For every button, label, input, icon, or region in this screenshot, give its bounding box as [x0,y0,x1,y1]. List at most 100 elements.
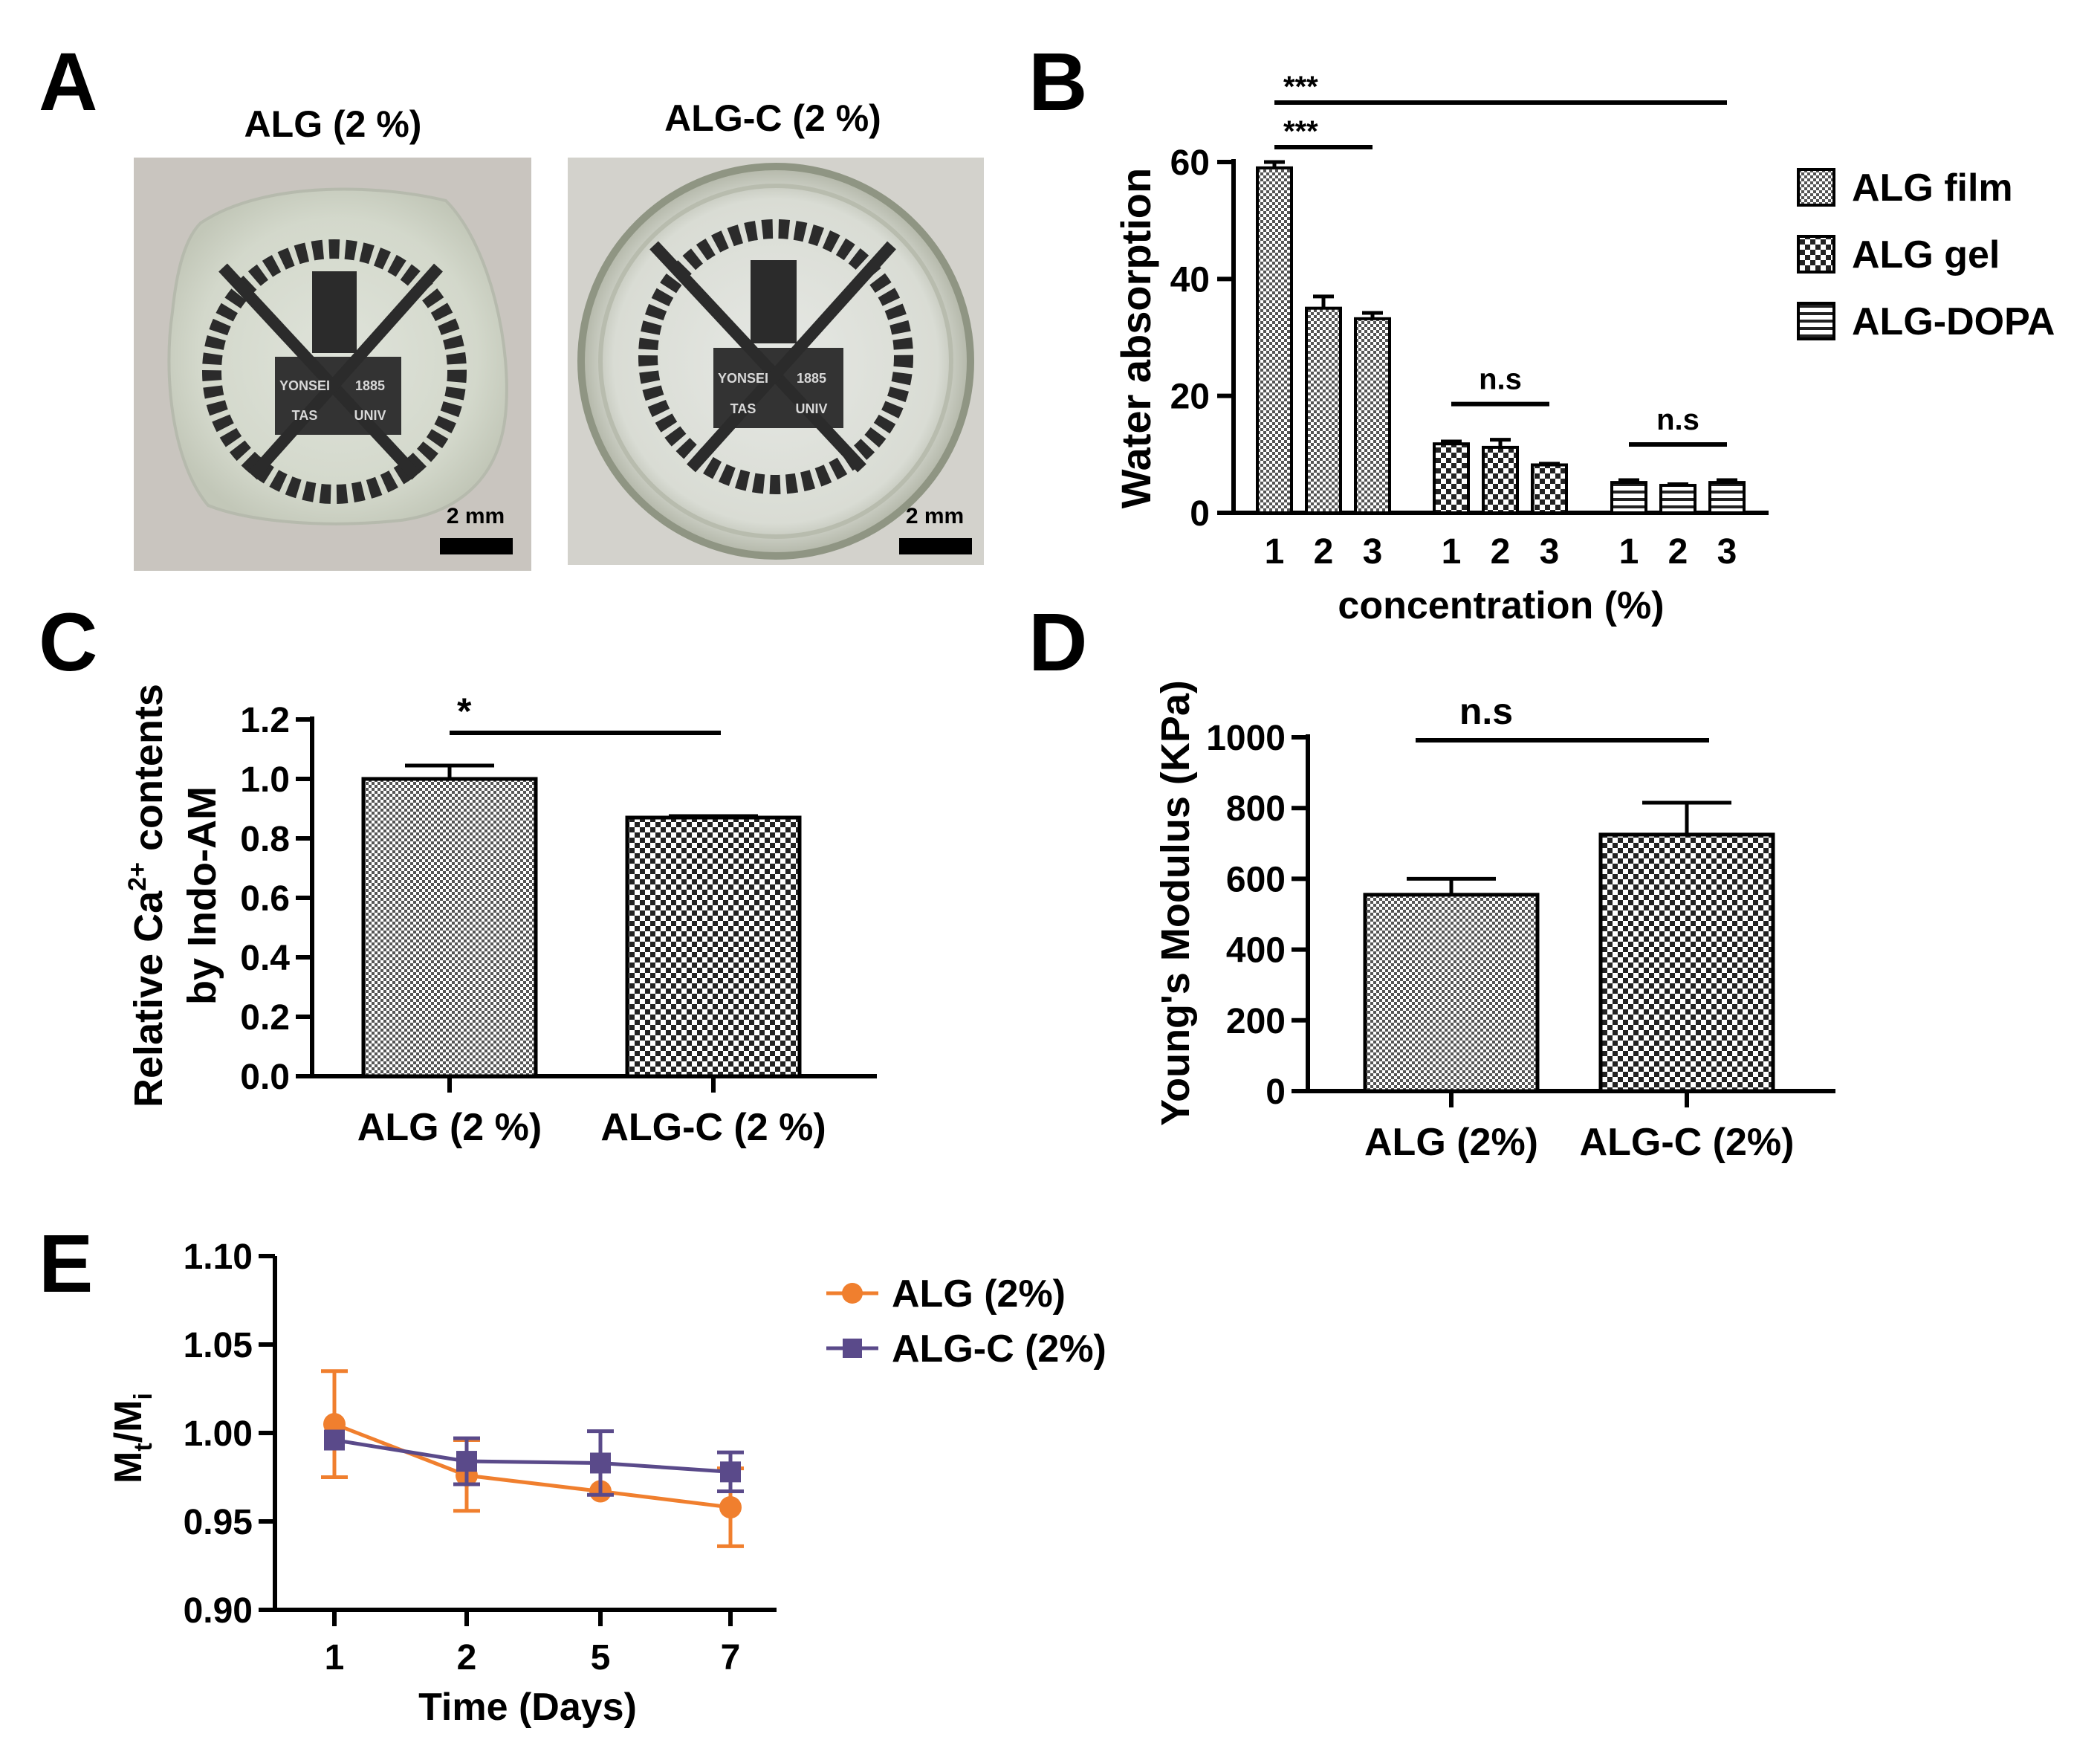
c-y-title-part: Relative Ca [126,890,171,1107]
c-y-tick-label: 0.6 [240,879,290,919]
e-legend-label: ALG-C (2%) [892,1327,1106,1371]
b-legend-label: ALG gel [1852,233,2000,276]
e-point-alg-c [590,1452,611,1474]
e-x-tick-label: 2 [457,1638,477,1678]
e-y-tick-label: 0.90 [184,1591,253,1631]
panel-label-a: A [39,36,97,128]
b-significance-label: *** [1283,71,1318,103]
e-point-alg-c [456,1451,477,1472]
b-significance-label: n.s [1479,363,1522,396]
d-y-axis-title: Young's Modulus (KPa) [1153,680,1198,1126]
photo-caption-alg: ALG (2 %) [244,103,422,145]
c-y-title-part: contents [126,684,171,862]
b-legend-label: ALG-DOPA [1852,300,2055,343]
scale-bar-label-alg-c: 2 mm [906,504,964,528]
b-x-tick-label: 1 [1265,532,1285,572]
b-x-tick-label: 2 [1668,532,1688,572]
d-significance-label: n.s [1459,690,1513,732]
e-y-title-subscript: t [129,1443,158,1451]
b-y-axis-title: Water absorption [1112,168,1159,508]
logo-text-5: YONSEI [718,371,768,386]
e-y-axis-title: Mt/Mi [107,1393,158,1484]
b-bar-alg-film [1305,306,1342,514]
b-x-tick-label: 1 [1619,532,1639,572]
c-x-tick-label: ALG-C (2 %) [600,1106,826,1149]
c-y-tick-label: 0.8 [240,820,290,859]
d-y-tick-label: 0 [1265,1072,1286,1112]
c-bar [361,777,538,1078]
b-x-axis-title: concentration (%) [1338,584,1664,627]
chart-b: 0 20 40 60 Water absorption concentration (%)… [1112,71,2055,627]
e-y-title-part: /M [107,1400,150,1443]
b-significance-label: *** [1283,115,1318,148]
c-significance-label: * [457,690,472,732]
panel-label-d: D [1028,597,1087,688]
c-y-tick-label: 0.4 [240,939,290,978]
chart-c: 0.0 0.2 0.4 0.6 0.8 1.0 1.2 Relative Ca2+ conte… [123,684,877,1149]
b-legend-swatch [1797,168,1835,207]
b-bar-alg-dopa [1610,481,1647,514]
b-significance-label: n.s [1656,404,1699,436]
logo-emblem-alg-c: YONSEI 1885 TAS UNIV [638,219,913,494]
e-legend-label: ALG (2%) [892,1272,1066,1316]
b-y-tick-label: 20 [1170,378,1210,417]
logo-text-1: YONSEI [279,378,330,393]
d-y-tick-label: 800 [1226,789,1286,829]
logo-text-8: UNIV [795,401,827,416]
e-y-tick-label: 1.00 [184,1414,253,1454]
e-point-alg [719,1495,742,1518]
b-x-tick-label: 2 [1314,532,1334,572]
e-x-axis-title: Time (Days) [418,1686,637,1729]
e-legend-marker [843,1339,862,1358]
logo-text-2: 1885 [355,378,385,393]
scale-bar-alg-c [899,538,972,554]
logo-text-6: 1885 [797,371,826,386]
e-y-tick-label: 1.10 [184,1238,253,1277]
panel-a: A ALG (2 %) ALG-C (2 %) YONSEI 1885 TAS … [39,36,984,571]
chart-e: 0.90 0.95 1.00 1.05 1.10 Mt/Mi Time (Days) 1 2 5 7… [107,1238,1106,1729]
b-x-tick-label: 3 [1717,532,1737,572]
scale-bar-alg [440,538,513,554]
d-y-tick-label: 600 [1226,860,1286,899]
c-y-tick-label: 1.0 [240,760,290,800]
c-y-tick-label: 0.2 [240,998,290,1038]
b-bar-alg-film [1256,166,1293,514]
panel-label-e: E [39,1218,93,1310]
d-bar [1363,893,1540,1093]
e-series-line-0 [334,1422,731,1510]
b-bar-alg-gel [1531,463,1568,515]
d-x-tick-label: ALG-C (2%) [1580,1121,1795,1164]
panel-label-b: B [1028,36,1087,128]
e-y-title-subscript: i [129,1393,158,1400]
b-bar-alg-dopa [1659,484,1696,515]
e-x-tick-label: 5 [591,1638,611,1678]
c-y-axis-title-line1: Relative Ca2+ contents [123,684,171,1107]
b-legend-label: ALG film [1852,166,2013,210]
panel-b: B 0 20 40 60 Water absorption concentration (… [1028,36,2055,627]
logo-text-4: UNIV [354,408,386,423]
photo-caption-alg-c: ALG-C (2 %) [664,97,881,139]
e-legend-marker [842,1283,863,1304]
b-x-tick-label: 3 [1363,532,1383,572]
c-x-tick-label: ALG (2 %) [357,1106,542,1149]
panel-e: E 0.90 0.95 1.00 1.05 1.10 Mt/Mi Time (Days) 1 2… [39,1218,1106,1729]
c-y-tick-label: 0.0 [240,1058,290,1097]
e-y-title-part: M [107,1452,150,1484]
logo-text-3: TAS [292,408,318,423]
e-y-tick-label: 1.05 [184,1326,253,1365]
c-y-title-superscript: 2+ [123,862,152,891]
e-series-line-1 [334,1438,731,1474]
panel-label-c: C [39,597,97,688]
b-bar-alg-gel [1482,445,1519,514]
e-x-tick-label: 7 [721,1638,741,1678]
scale-bar-label-alg: 2 mm [447,504,505,528]
e-y-tick-label: 0.95 [184,1503,253,1542]
logo-emblem-alg: YONSEI 1885 TAS UNIV [202,239,467,504]
b-x-tick-label: 1 [1442,532,1462,572]
b-bar-alg-dopa [1708,481,1746,514]
b-y-tick-label: 40 [1170,260,1210,300]
c-bar [625,815,802,1078]
